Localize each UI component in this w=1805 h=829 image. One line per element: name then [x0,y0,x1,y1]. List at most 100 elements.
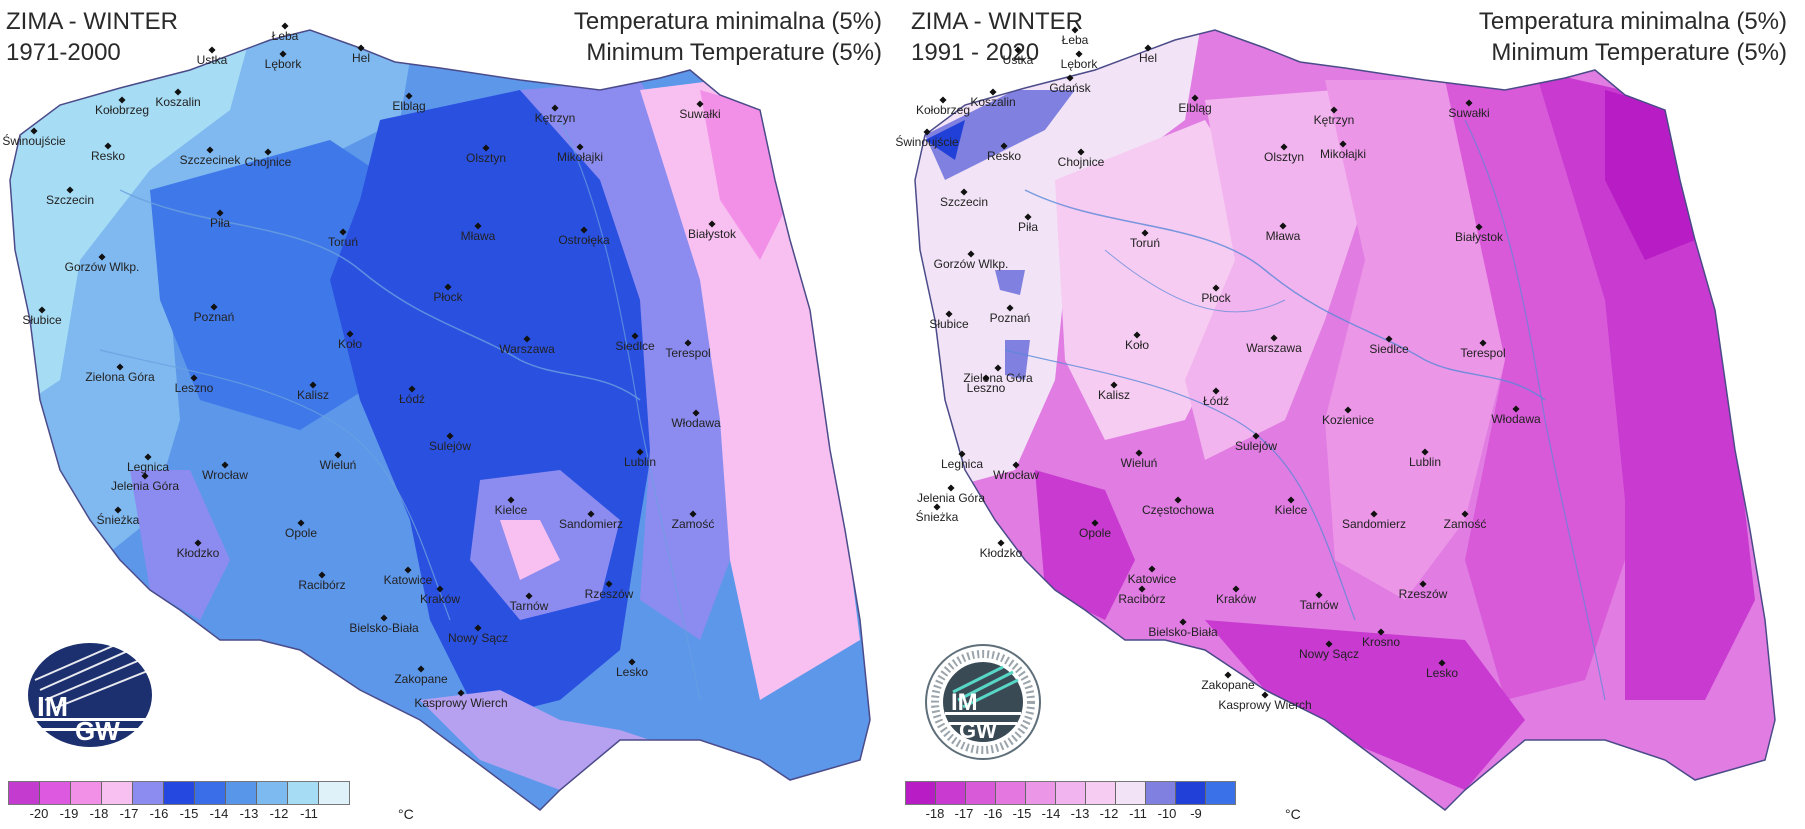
legend-swatch [1056,782,1086,804]
city-label: Warszawa [499,342,555,356]
imgw-logo-left: IM GW [28,643,152,747]
city-label: Lublin [1408,455,1442,469]
legend-tick-label: -18 [925,806,945,821]
city-label: Resko [986,149,1022,163]
city-label: Mława [1265,229,1301,243]
city-label: Suwałki [679,107,721,121]
city-label: Częstochowa [1141,503,1215,517]
legend-tick-label: -18 [89,806,109,821]
city-label: Toruń [327,235,359,249]
legend-swatch [1086,782,1116,804]
city-label: Kętrzyn [534,111,576,125]
city-label: Tarnów [509,599,549,613]
city-label: Białystok [687,227,737,241]
city-label: Ustka [196,53,228,67]
legend-swatch [1206,782,1235,804]
legend-swatch [1026,782,1056,804]
city-label: Łódź [1202,394,1230,408]
city-label: Kielce [1274,503,1308,517]
city-label: Słubice [22,313,62,327]
left-period: 1971-2000 [6,39,121,66]
city-label: Koszalin [155,95,201,109]
city-label: Kalisz [1097,388,1131,402]
city-label: Krosno [1361,635,1401,649]
legend-swatch [1146,782,1176,804]
city-label: Elbląg [392,99,426,113]
left-logo-text-2: GW [75,716,120,746]
city-label: Zamość [671,517,715,531]
city-label: Płock [433,290,463,304]
city-label: Włodawa [671,416,721,430]
city-label: Mława [460,229,496,243]
city-label: Sulejów [428,439,472,453]
city-label: Olsztyn [1263,150,1305,164]
city-label: Suwałki [1448,106,1490,120]
right-logo-text-1: IM [951,689,978,716]
left-metric-en: Minimum Temperature (5%) [586,39,882,66]
city-label: Gorzów Wlkp. [933,257,1009,271]
city-label: Bielsko-Biała [1148,625,1218,639]
legend-tick-label: -11 [300,806,318,821]
city-label: Rzeszów [584,587,634,601]
legend-tick-label: -20 [29,806,49,821]
city-label: Piła [1017,220,1039,234]
city-label: Koszalin [970,95,1016,109]
legend-tick-label: -16 [149,806,169,821]
city-label: Szczecinek [179,153,241,167]
city-label: Łeba [1061,33,1089,47]
city-label: Śnieżka [915,510,959,524]
legend-tick-label: -13 [239,806,259,821]
city-label: Siedlce [1369,342,1409,356]
city-label: Terespol [1460,346,1506,360]
legend-swatch [9,782,40,804]
city-label: Kasprowy Wierch [1218,698,1312,712]
legend-tick-label: -12 [269,806,289,821]
legend-swatch [133,782,164,804]
city-label: Gdańsk [1049,81,1091,95]
legend-swatch [40,782,71,804]
legend-swatch [1176,782,1206,804]
city-label: Hel [1138,51,1158,65]
city-label: Wieluń [319,458,357,472]
legend-tick-label: -16 [983,806,1003,821]
city-label: Sulejów [1234,439,1278,453]
city-label: Nowy Sącz [1298,647,1360,661]
city-label: Ostrołęka [558,233,610,247]
city-label: Włodawa [1491,412,1541,426]
city-label: Warszawa [1246,341,1302,355]
legend-tick-label: -11 [1129,806,1147,821]
city-label: Katowice [383,573,433,587]
city-label: Terespol [665,346,711,360]
city-label: Słubice [929,317,969,331]
right-map-panel: ZIMA - WINTER 1991 - 2020 Temperatura mi… [895,0,1805,829]
legend-swatch [257,782,288,804]
city-label: Elbląg [1178,101,1212,115]
city-label: Mikołajki [1319,147,1367,161]
city-label: Lębork [1060,57,1098,71]
city-label: Poznań [193,310,235,324]
legend-tick-label: -14 [1041,806,1061,821]
city-label: Lesko [1425,666,1459,680]
legend-swatch [195,782,226,804]
city-label: Zakopane [394,672,448,686]
left-map-title: ZIMA - WINTER 1971-2000 [6,6,178,68]
city-label: Wieluń [1120,456,1158,470]
city-label: Świnoujście [2,134,66,148]
city-label: Kozienice [1321,413,1375,427]
legend-swatch [319,782,349,804]
city-label: Kasprowy Wierch [414,696,508,710]
city-label: Kraków [1215,592,1257,606]
city-label: Wrocław [993,468,1039,482]
imgw-logo-right: IM GW [925,644,1041,760]
right-metric-en: Minimum Temperature (5%) [1491,39,1787,66]
city-label: Jelenia Góra [916,491,986,505]
city-label: Piła [209,216,231,230]
city-label: Poznań [989,311,1031,325]
legend-tick-label: -15 [179,806,199,821]
right-map-title: ZIMA - WINTER 1991 - 2020 [911,6,1083,68]
city-label: Kielce [494,503,528,517]
right-metric-pl: Temperatura minimalna (5%) [1478,8,1787,35]
city-label: Opole [284,526,318,540]
city-label: Siedlce [615,339,655,353]
legend-tick-label: -19 [59,806,79,821]
